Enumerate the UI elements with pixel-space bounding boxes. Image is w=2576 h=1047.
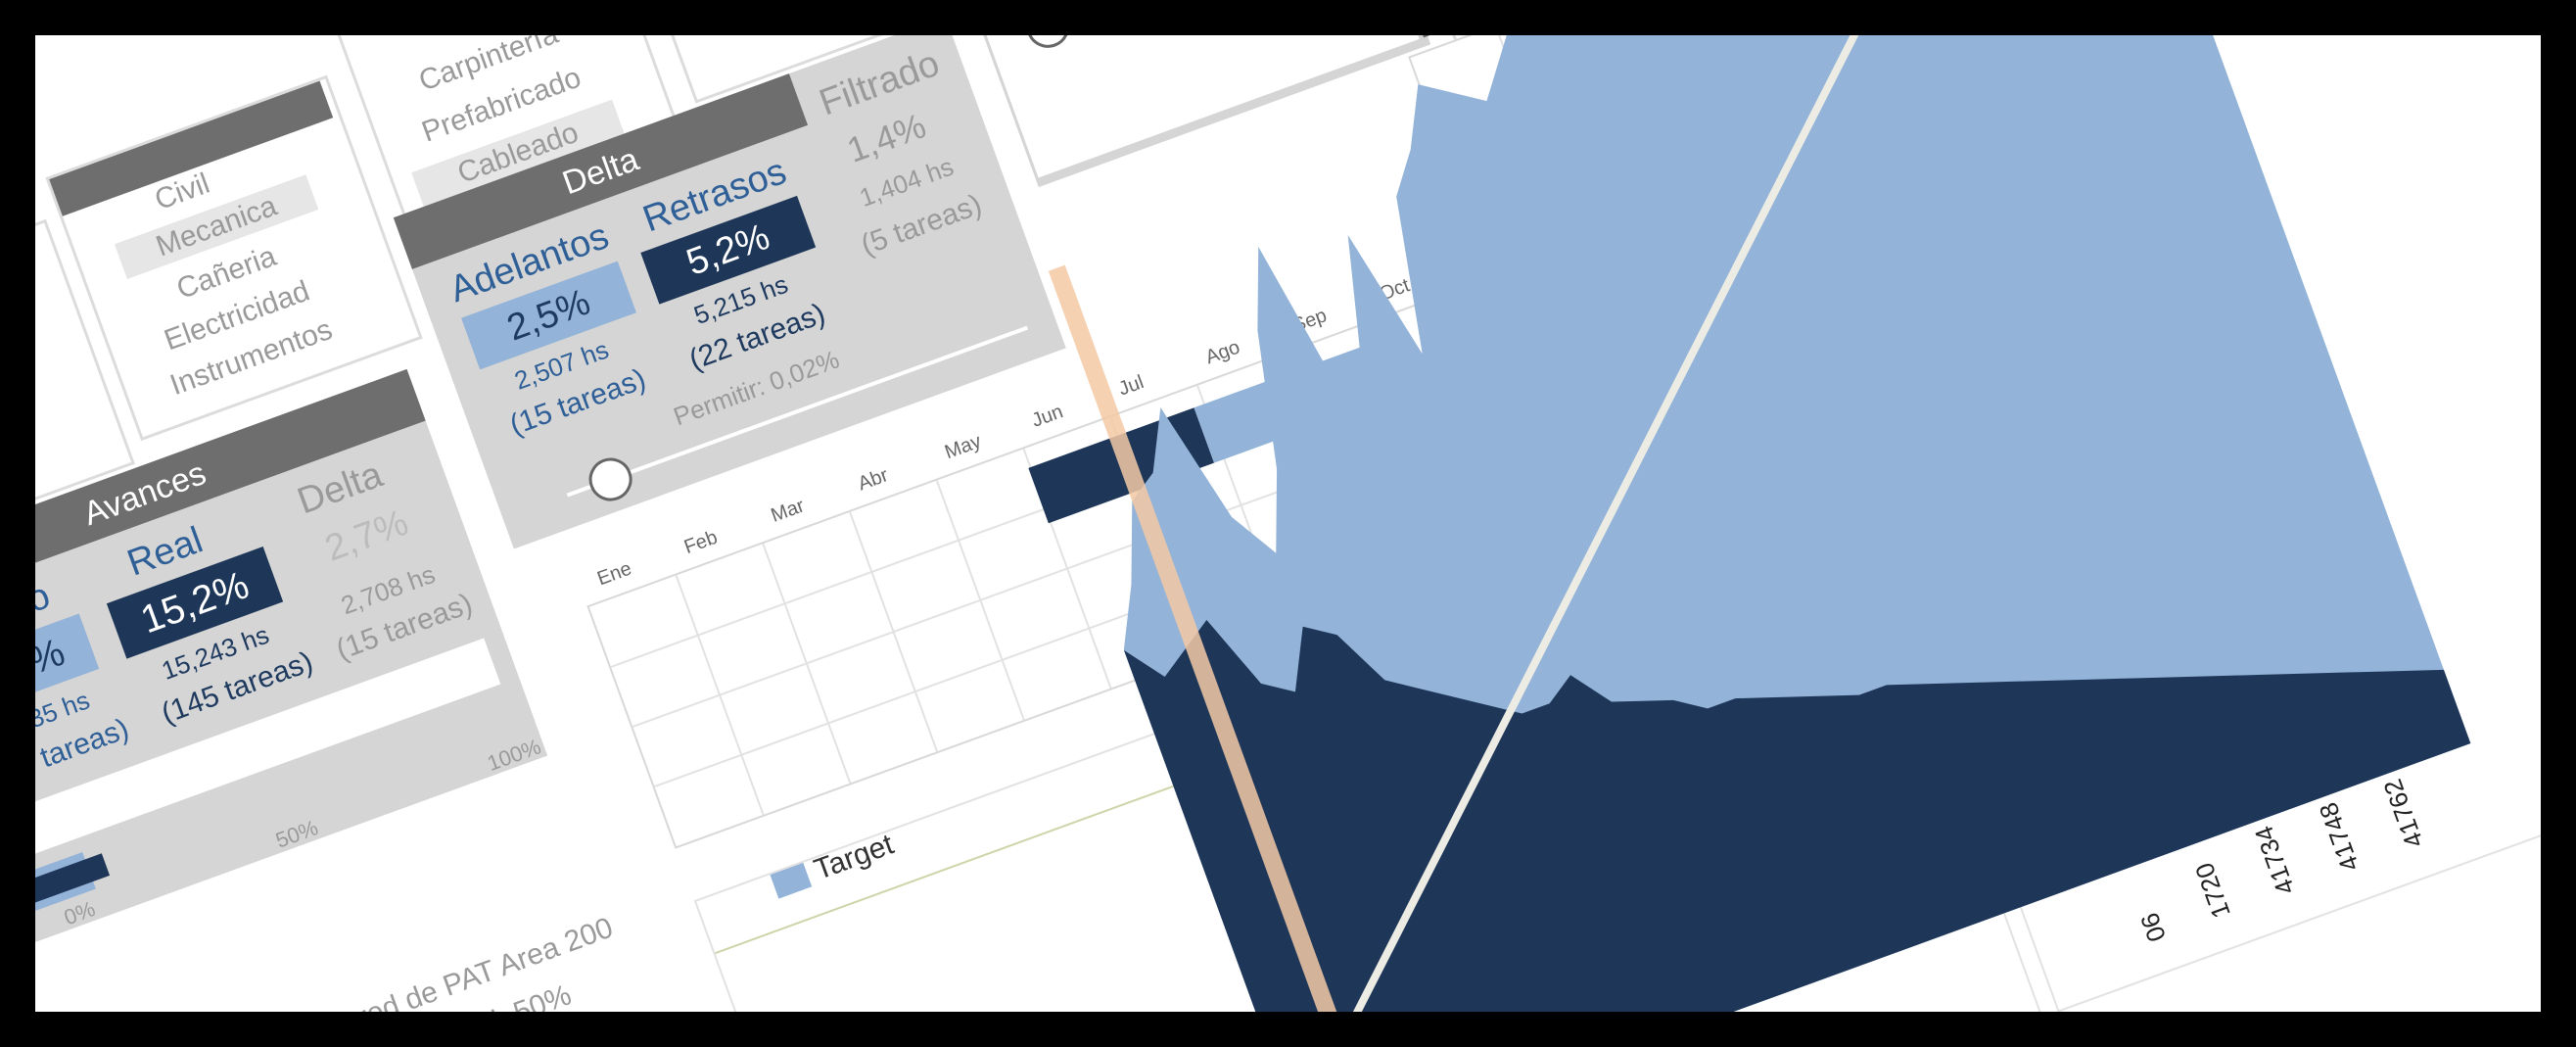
semana-actual-marker	[1048, 264, 1383, 1012]
schedule-month-5: May	[942, 430, 985, 464]
progress-area-chart: 06 1720 41734 41748 41762	[1048, 35, 2471, 1012]
progress-axis-max: 100%	[484, 734, 544, 777]
x-axis-tick-5: 41762	[2377, 776, 2429, 852]
target-line	[1294, 35, 2068, 1012]
permitir-slider-knob[interactable]	[583, 452, 638, 507]
cumplido-area	[1123, 619, 2471, 1012]
x-axis-tick-4: 41748	[2313, 798, 2365, 875]
x-axis-tick-2: 1720	[2189, 859, 2236, 923]
x-axis-tick-3: 41734	[2249, 822, 2301, 898]
target-legend-label: Target	[810, 828, 899, 887]
schedule-month-1: Ene	[594, 557, 635, 591]
progress-axis-min: 0%	[60, 896, 99, 930]
dashboard-viewport: s es cios samiento Civil Mecanica Cañeri…	[35, 35, 2541, 1012]
schedule-month-2: Feb	[680, 526, 721, 559]
dashboard-canvas: s es cios samiento Civil Mecanica Cañeri…	[35, 35, 2541, 1012]
x-axis-tick-1: 06	[2134, 909, 2172, 945]
schedule-month-3: Mar	[768, 495, 808, 527]
progress-axis-mid: 50%	[272, 815, 322, 853]
target-legend-swatch	[770, 862, 813, 899]
schedule-month-4: Abr	[855, 464, 892, 496]
